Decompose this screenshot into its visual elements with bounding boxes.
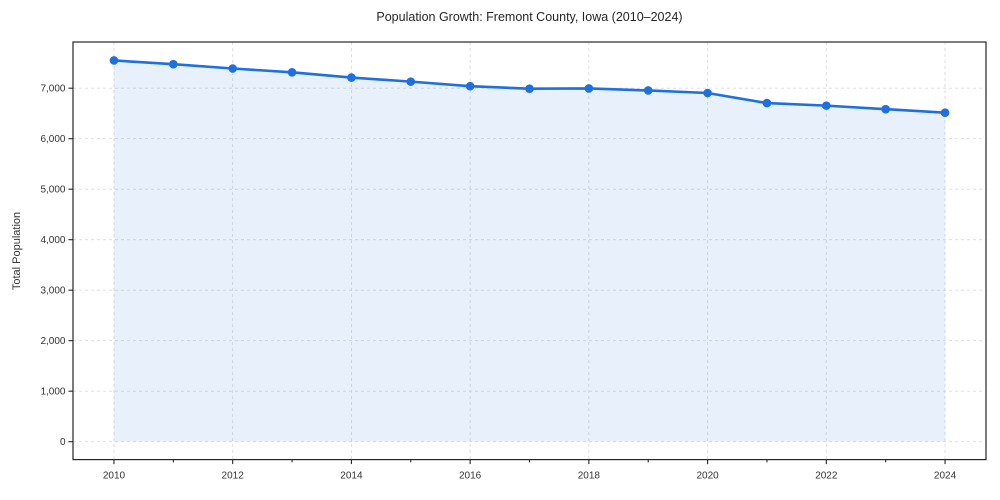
- data-point: [347, 73, 356, 82]
- area-fill: [113, 60, 946, 442]
- y-tick-label: 7,000: [40, 84, 65, 95]
- data-point: [406, 77, 416, 86]
- x-tick-label: 2010: [103, 471, 126, 482]
- x-tick-label: 2016: [459, 471, 482, 482]
- data-point: [940, 108, 950, 117]
- data-point: [584, 84, 594, 93]
- data-point: [109, 56, 119, 65]
- plot-area: 0 1,000 2,000 3,000 4,000 5,000 6,000 7,000 2010…: [40, 41, 987, 482]
- data-point: [287, 67, 297, 77]
- y-tick-label: 0: [60, 437, 66, 448]
- y-tick-label: 2,000: [40, 336, 65, 347]
- data-point: [762, 98, 772, 108]
- x-tick-label: 2020: [696, 471, 719, 482]
- data-point: [169, 59, 178, 69]
- data-point: [703, 88, 712, 98]
- x-tick-label: 2014: [340, 471, 363, 482]
- y-tick-label: 4,000: [40, 235, 65, 246]
- chart-title: Population Growth: Fremont County, Iowa …: [376, 10, 682, 24]
- data-point: [525, 84, 534, 94]
- y-tick-label: 3,000: [40, 286, 65, 297]
- x-tick-label: 2012: [222, 471, 245, 482]
- data-point: [228, 64, 237, 73]
- data-point: [822, 101, 831, 110]
- y-tick-label: 6,000: [40, 134, 65, 145]
- data-point: [643, 86, 653, 95]
- y-tick-label: 5,000: [40, 185, 65, 196]
- x-tick-label: 2024: [934, 471, 957, 482]
- x-tick-label: 2018: [578, 471, 601, 482]
- y-tick-label: 1,000: [40, 387, 65, 398]
- data-point: [465, 81, 475, 91]
- x-tick-label: 2022: [815, 471, 838, 482]
- data-point: [881, 104, 890, 114]
- y-axis-label: Total Population: [11, 212, 23, 290]
